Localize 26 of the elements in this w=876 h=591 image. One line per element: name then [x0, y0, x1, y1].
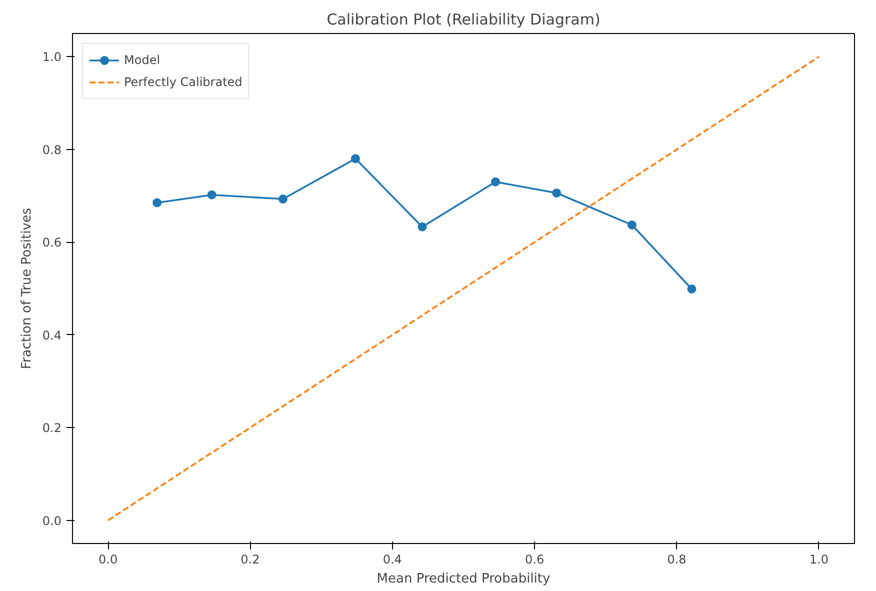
y-tick-label: 0.2	[42, 421, 62, 436]
x-tick-label: 0.0	[98, 552, 118, 566]
x-tick-label: 0.4	[382, 552, 402, 566]
legend-label: Perfectly Calibrated	[124, 75, 242, 89]
y-tick-label: 0.6	[42, 236, 62, 250]
x-tick-label: 0.2	[240, 552, 260, 566]
y-tick-label: 1.0	[42, 50, 62, 64]
y-tick-label: 0.4	[42, 328, 62, 342]
point	[350, 154, 360, 164]
point	[687, 284, 696, 294]
x-tick-label: 1.0	[809, 552, 829, 566]
x-axis-title: Mean Predicted Probability	[376, 572, 551, 586]
point	[152, 198, 162, 208]
chart-title: Calibration Plot (Reliability Diagram)	[326, 10, 600, 28]
point	[418, 222, 427, 232]
x-tick-label: 0.6	[525, 552, 544, 566]
y-tick-label: 0.8	[42, 142, 62, 157]
point	[627, 220, 636, 230]
point	[490, 177, 500, 186]
y-axis-title: Fraction of True Positives	[19, 208, 34, 370]
y-tick-label: 0.0	[42, 514, 62, 528]
point	[207, 190, 216, 200]
point	[552, 188, 562, 198]
legend-label: Model	[124, 53, 160, 67]
point	[278, 194, 288, 204]
x-tick-label: 0.8	[667, 552, 686, 566]
